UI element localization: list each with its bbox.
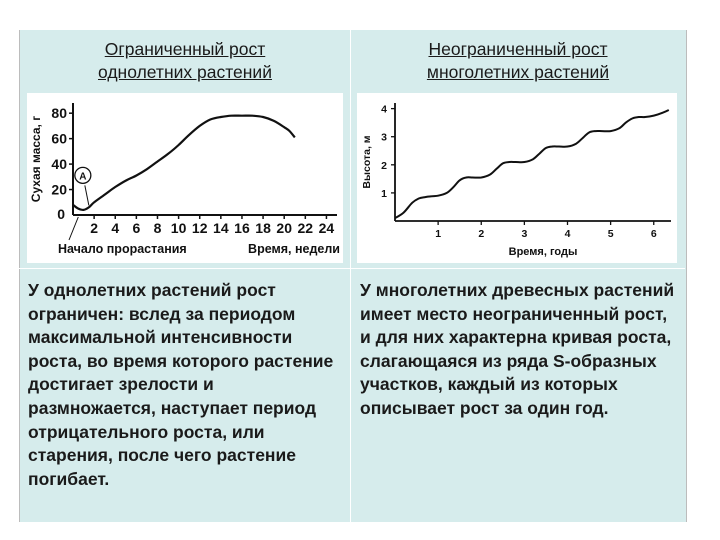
annual-growth-chart-box: 20 40 60 80 0 2 4 6 8 10 12 14 16 18 20 22 24 Сухая масса…: [27, 93, 343, 263]
y-tick-label: 1: [381, 188, 387, 200]
y-tick-label: 3: [381, 132, 387, 144]
x-tick-label: 10: [171, 220, 187, 236]
perennial-growth-chart-box: 1 2 3 4 1 2 3 4 5 6 Высота, м Время, годы: [357, 93, 677, 263]
left-header: Ограниченный рост однолетних растений: [35, 38, 335, 84]
start-annotation-arrow: [68, 216, 79, 241]
x-tick-label: 4: [111, 220, 119, 236]
x-tick-label: 3: [521, 228, 527, 240]
growth-curve: [394, 109, 670, 220]
point-a-pointer: [84, 185, 90, 206]
x-tick-label: 2: [478, 228, 484, 240]
growth-curve: [72, 114, 296, 212]
right-description: У многолетних древесных растений имеет м…: [360, 280, 675, 418]
start-annotation: Начало прорастания: [58, 242, 187, 256]
x-tick-label: 6: [651, 228, 657, 240]
left-header-line-1: Ограниченный рост: [104, 39, 266, 59]
x-tick-label: 2: [90, 220, 98, 236]
y-tick-label: 20: [51, 182, 67, 198]
x-axis-label: Время, недели: [248, 242, 340, 256]
row-divider: [19, 268, 685, 269]
right-header-line-2: многолетних растений: [426, 62, 610, 82]
column-divider: [350, 30, 351, 522]
x-axis-label: Время, годы: [509, 246, 578, 258]
point-a-label: A: [79, 171, 86, 182]
y-tick-label: 40: [51, 156, 67, 172]
left-description: У однолетних растений рост ограничен: вс…: [28, 280, 334, 489]
x-tick-label: 20: [276, 220, 292, 236]
x-tick-label: 8: [154, 220, 162, 236]
y-tick-label: 4: [381, 104, 387, 116]
x-tick-label: 24: [319, 220, 335, 236]
x-tick-label: 14: [213, 220, 229, 236]
x-tick-label: 1: [435, 228, 441, 240]
left-header-line-2: однолетних растений: [98, 62, 272, 82]
x-tick-label: 16: [234, 220, 250, 236]
y-tick-label: 60: [51, 131, 67, 147]
origin-label: 0: [57, 206, 65, 222]
x-tick-label: 12: [192, 220, 208, 236]
x-tick-label: 4: [565, 228, 571, 240]
x-tick-label: 18: [255, 220, 271, 236]
x-tick-label: 6: [132, 220, 140, 236]
x-tick-label: 5: [608, 228, 614, 240]
y-axis-label: Высота, м: [361, 135, 373, 188]
point-a-circle: [74, 166, 92, 185]
right-header: Неограниченный рост многолетних растений: [368, 38, 668, 84]
y-tick-label: 80: [51, 105, 67, 121]
right-header-line-1: Неограниченный рост: [428, 39, 608, 59]
perennial-growth-chart: 1 2 3 4 1 2 3 4 5 6 Высота, м Время, годы: [361, 103, 671, 258]
y-tick-label: 2: [381, 160, 387, 172]
x-tick-label: 22: [298, 220, 314, 236]
y-axis-label: Сухая масса, г: [29, 116, 43, 202]
